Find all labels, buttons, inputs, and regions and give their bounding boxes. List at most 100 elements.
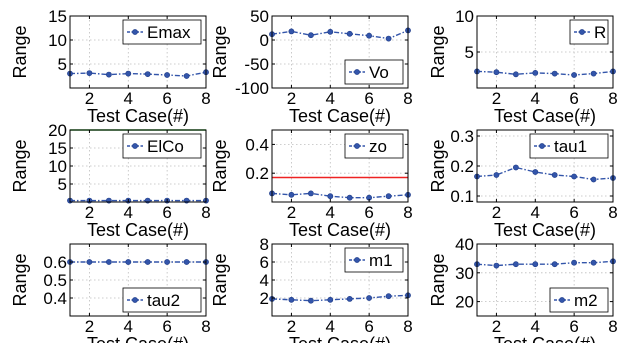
y-tick-label: 10: [48, 157, 67, 176]
x-axis-label: Test Case(#): [494, 106, 596, 126]
y-axis-label: Range: [210, 253, 230, 306]
legend-box: [122, 133, 202, 159]
x-tick-label: 8: [608, 89, 617, 108]
x-tick-label: 8: [403, 203, 412, 222]
y-tick-label: 5: [58, 175, 67, 194]
legend-label: Vo: [369, 63, 389, 82]
series-line: [69, 71, 207, 77]
data-point: [532, 169, 539, 175]
data-point: [327, 28, 334, 35]
legend-box: [549, 287, 609, 313]
data-point: [86, 70, 93, 76]
x-tick-label: 6: [162, 203, 171, 222]
x-tick-label: 2: [85, 203, 94, 222]
data-point: [551, 70, 558, 77]
y-tick-label: 2: [260, 289, 269, 308]
legend: m1: [344, 247, 404, 273]
subplot-tau2: 2 4 6 8 0.40.50.6 Test Case(#) Range tau2: [10, 243, 211, 343]
data-point: [288, 191, 295, 198]
x-tick-label: 4: [531, 203, 540, 222]
y-tick-label: 0.2: [245, 164, 269, 183]
data-point: [532, 70, 539, 76]
y-tick-label: 0.6: [43, 253, 67, 272]
legend-marker: [132, 29, 138, 35]
x-tick-label: 4: [531, 317, 540, 336]
series-line: [271, 294, 409, 302]
legend: Emax: [122, 19, 202, 45]
y-tick-label: 5: [465, 43, 474, 62]
x-tick-label: 2: [492, 203, 501, 222]
x-tick-label: 4: [326, 203, 335, 222]
y-tick-label: -50: [244, 55, 269, 74]
data-point: [183, 73, 190, 79]
legend-marker: [132, 143, 138, 149]
legend-label: m1: [369, 251, 393, 270]
x-tick-label: 6: [364, 203, 373, 222]
data-point: [493, 69, 500, 76]
legend: ElCo: [122, 133, 202, 159]
subplot-tau1: 2 4 6 8 0.1 0.2 0.3 Test Case(#) Range tau1: [428, 127, 618, 240]
legend-marker: [354, 257, 360, 263]
legend-label: Emax: [147, 23, 191, 42]
y-tick-label: 30: [455, 264, 474, 283]
x-tick-label: 6: [364, 317, 373, 336]
data-point: [327, 296, 334, 303]
y-axis-label: Range: [210, 25, 230, 78]
data-point: [366, 295, 372, 301]
data-point: [385, 35, 392, 42]
y-tick-label: 0: [260, 31, 269, 50]
x-axis-label: Test Case(#): [87, 106, 189, 126]
data-point: [590, 259, 597, 266]
axes-frame: [69, 15, 207, 89]
x-tick-label: 6: [569, 317, 578, 336]
legend-label: tau2: [147, 291, 180, 310]
series-line: [476, 166, 614, 181]
x-axis-label: Test Case(#): [494, 334, 596, 343]
legend: m2: [549, 287, 609, 313]
x-tick-label: 6: [162, 89, 171, 108]
legend-label: zo: [369, 137, 387, 156]
data-point: [532, 261, 539, 268]
y-axis-label: Range: [210, 139, 230, 192]
y-tick-label: 20: [455, 293, 474, 312]
subplot-zo: 2 4 6 8 0.2 0.4 Test Case(#) Range zo: [210, 129, 413, 240]
data-point: [493, 262, 500, 269]
data-point: [513, 261, 519, 268]
x-tick-label: 8: [201, 317, 210, 336]
y-tick-label: 10: [48, 31, 67, 50]
axes-frame: [476, 243, 614, 317]
x-axis-label: Test Case(#): [289, 106, 391, 126]
x-tick-label: 8: [608, 317, 617, 336]
data-point: [551, 261, 558, 268]
data-point: [385, 293, 392, 300]
x-tick-label: 2: [492, 89, 501, 108]
x-tick-label: 4: [124, 317, 133, 336]
subplot-vo: 2 4 6 8 -100 -50 0 50 Test Case(#) Range Vo: [210, 7, 413, 126]
legend-marker: [132, 297, 138, 303]
legend: zo: [344, 133, 404, 159]
y-tick-label: 0.4: [245, 135, 269, 154]
legend: Vo: [344, 59, 404, 85]
legend-label: tau1: [554, 137, 587, 156]
legend-marker: [539, 143, 545, 149]
data-point: [493, 172, 500, 178]
y-tick-label: 8: [260, 235, 269, 254]
x-axis-label: Test Case(#): [494, 220, 596, 240]
legend-marker: [354, 143, 360, 149]
y-tick-label: 20: [48, 121, 67, 140]
x-tick-label: 4: [124, 89, 133, 108]
x-axis-label: Test Case(#): [289, 220, 391, 240]
x-tick-label: 6: [364, 89, 373, 108]
y-tick-label: 4: [260, 271, 269, 290]
x-axis-label: Test Case(#): [87, 220, 189, 240]
x-tick-label: 8: [201, 203, 210, 222]
data-point: [164, 72, 170, 78]
data-point: [590, 176, 597, 183]
y-axis-label: Range: [10, 139, 30, 192]
x-tick-label: 6: [569, 89, 578, 108]
data-point: [106, 71, 112, 78]
y-axis-label: Range: [428, 139, 448, 192]
x-tick-label: 4: [531, 89, 540, 108]
